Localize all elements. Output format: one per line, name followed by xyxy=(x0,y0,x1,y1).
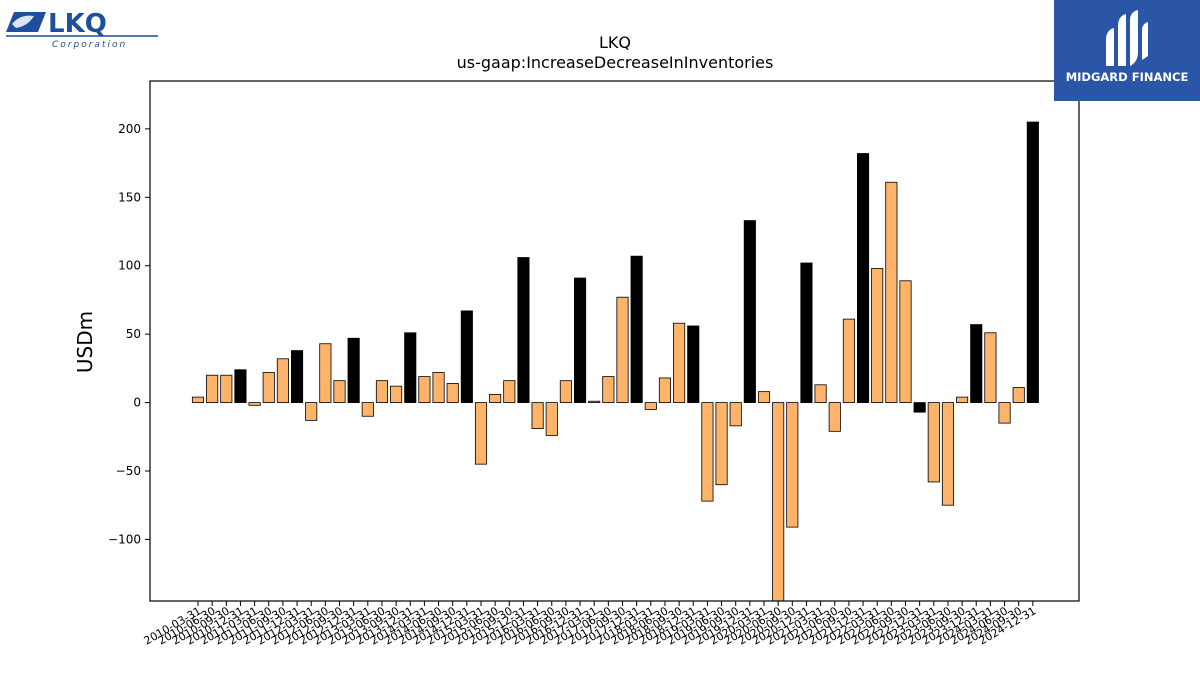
x-ticks-group: 2010-03-312010-06-302010-09-302010-12-31… xyxy=(142,601,1038,648)
midgard-finance-logo: MIDGARD FINANCE xyxy=(1054,0,1200,101)
bar-2015-12-31 xyxy=(517,257,530,403)
bar-2011-03-31 xyxy=(248,402,261,406)
bar-2024-03-31 xyxy=(984,332,997,403)
chart-subtitle: us-gaap:IncreaseDecreaseInInventories xyxy=(457,53,774,72)
bar-2013-03-31 xyxy=(361,402,374,417)
bar-2013-06-30 xyxy=(375,380,388,403)
bar-2024-09-30 xyxy=(1012,387,1025,403)
bar-2014-09-30 xyxy=(446,383,459,403)
bar-2017-09-30 xyxy=(616,296,629,403)
lkq-logo-subtext: Corporation xyxy=(52,40,127,50)
bar-2018-03-31 xyxy=(644,402,657,410)
bar-2016-09-30 xyxy=(559,380,572,403)
y-tick-label: −50 xyxy=(116,464,141,478)
bar-2015-03-31 xyxy=(474,402,488,465)
bar-2013-12-31 xyxy=(404,332,417,403)
bar-2020-06-30 xyxy=(772,402,785,602)
bar-2019-06-30 xyxy=(715,402,728,486)
lkq-logo: LKQ Corporation xyxy=(6,9,158,50)
bar-2017-12-31 xyxy=(630,255,643,403)
bar-2010-06-30 xyxy=(206,374,219,403)
bar-2017-06-30 xyxy=(602,376,615,403)
bar-2010-09-30 xyxy=(220,374,233,403)
bar-2011-12-31 xyxy=(290,350,304,403)
bar-2012-06-30 xyxy=(319,343,332,403)
bar-2017-03-31 xyxy=(588,400,601,403)
bars-group xyxy=(191,121,1039,602)
bar-2022-09-30 xyxy=(899,280,912,403)
y-tick-label: 50 xyxy=(126,327,141,341)
lkq-logo-text: LKQ xyxy=(48,9,107,39)
y-ticks-group: −100 −50 0 50 100 150 200 xyxy=(108,122,150,546)
bar-2015-06-30 xyxy=(489,393,502,403)
bar-2019-12-31 xyxy=(743,220,756,403)
bar-2024-12-31 xyxy=(1026,121,1039,403)
y-tick-label: 150 xyxy=(118,190,141,204)
bar-2022-03-31 xyxy=(871,268,884,403)
bar-2023-12-31 xyxy=(970,324,983,403)
bar-2018-12-31 xyxy=(687,325,700,403)
bar-2014-12-31 xyxy=(460,310,473,403)
chart-title: LKQ xyxy=(599,33,631,52)
plot-frame xyxy=(149,80,1080,602)
bar-2016-12-31 xyxy=(574,277,587,403)
y-tick-label: −100 xyxy=(108,532,141,546)
bar-2024-06-30 xyxy=(998,402,1011,424)
bar-2021-06-30 xyxy=(828,402,841,432)
bar-2018-06-30 xyxy=(658,377,671,403)
bar-2015-09-30 xyxy=(503,380,516,403)
bar-2021-03-31 xyxy=(814,384,827,403)
y-tick-label: 0 xyxy=(133,396,141,410)
bar-2020-09-30 xyxy=(786,402,799,528)
bar-2021-12-31 xyxy=(857,153,870,403)
y-tick-label: 100 xyxy=(118,259,141,273)
bar-2013-09-30 xyxy=(390,385,403,403)
bar-2014-06-30 xyxy=(432,372,445,403)
lkq-emblem-icon xyxy=(6,12,46,32)
midgard-emblem-icon: MIDGARD FINANCE xyxy=(1066,10,1189,84)
bar-2011-09-30 xyxy=(276,358,289,403)
bar-2018-09-30 xyxy=(673,322,686,403)
bar-2010-03-31 xyxy=(191,396,205,403)
y-tick-label: 200 xyxy=(118,122,141,136)
bar-2020-12-31 xyxy=(800,262,813,403)
bar-2019-03-31 xyxy=(701,402,714,502)
bar-2020-03-31 xyxy=(757,391,771,403)
bar-2023-09-30 xyxy=(956,396,969,403)
bar-2022-12-31 xyxy=(913,402,926,413)
bar-2012-09-30 xyxy=(333,380,346,403)
bar-2022-06-30 xyxy=(885,181,898,403)
bar-2014-03-31 xyxy=(418,376,431,403)
bar-2019-09-30 xyxy=(729,402,742,427)
midgard-logo-text: MIDGARD FINANCE xyxy=(1066,70,1189,84)
bar-2023-06-30 xyxy=(941,402,954,506)
bar-2021-09-30 xyxy=(842,318,855,403)
y-axis-label: USDm xyxy=(73,311,97,373)
bar-2016-03-31 xyxy=(531,402,544,429)
bar-2012-03-31 xyxy=(305,402,318,421)
bar-2016-06-30 xyxy=(545,402,558,436)
bar-2010-12-31 xyxy=(234,369,247,403)
bar-2023-03-31 xyxy=(927,402,940,483)
bar-2012-12-31 xyxy=(347,337,360,403)
bar-2011-06-30 xyxy=(262,372,275,403)
